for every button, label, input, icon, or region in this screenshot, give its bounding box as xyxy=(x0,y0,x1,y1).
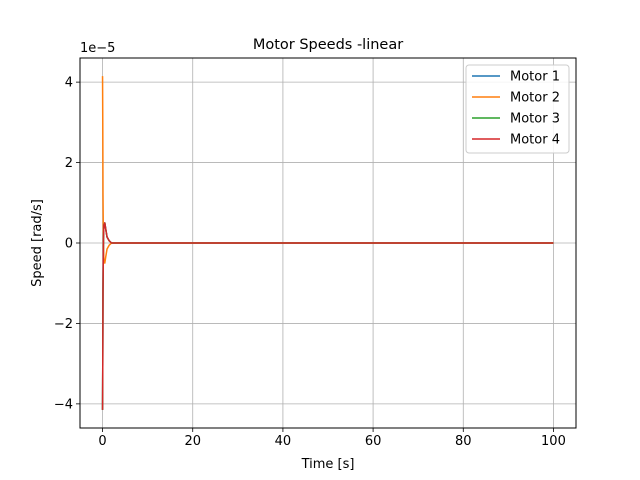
x-tick-label: 0 xyxy=(98,434,106,449)
axis-ticks: 0 20 40 60 80 100 −4 −2 0 2 4 xyxy=(54,76,566,449)
x-tick-label: 100 xyxy=(541,434,566,449)
legend-label-motor-3: Motor 3 xyxy=(510,112,560,127)
series-line-motor-4 xyxy=(101,222,554,410)
x-tick-label: 60 xyxy=(365,434,382,449)
y-tick-label: 0 xyxy=(65,237,73,252)
legend-label-motor-2: Motor 2 xyxy=(510,91,560,106)
x-tick-label: 40 xyxy=(275,434,292,449)
legend-label-motor-4: Motor 4 xyxy=(510,133,560,148)
x-tick-label: 80 xyxy=(455,434,472,449)
legend-label-motor-1: Motor 1 xyxy=(510,70,560,85)
x-tick-label: 20 xyxy=(184,434,201,449)
y-tick-label: −4 xyxy=(54,397,73,412)
x-axis-label: Time [s] xyxy=(301,457,355,472)
y-tick-label: −2 xyxy=(54,317,73,332)
y-axis-label: Speed [rad/s] xyxy=(30,199,45,287)
series-lines xyxy=(101,76,554,410)
chart-title: Motor Speeds -linear xyxy=(253,37,403,53)
y-tick-label: 2 xyxy=(65,156,73,171)
y-axis-multiplier: 1e−5 xyxy=(80,41,115,56)
y-tick-label: 4 xyxy=(65,76,73,91)
legend: Motor 1 Motor 2 Motor 3 Motor 4 xyxy=(465,64,570,154)
legend-box xyxy=(465,64,570,154)
